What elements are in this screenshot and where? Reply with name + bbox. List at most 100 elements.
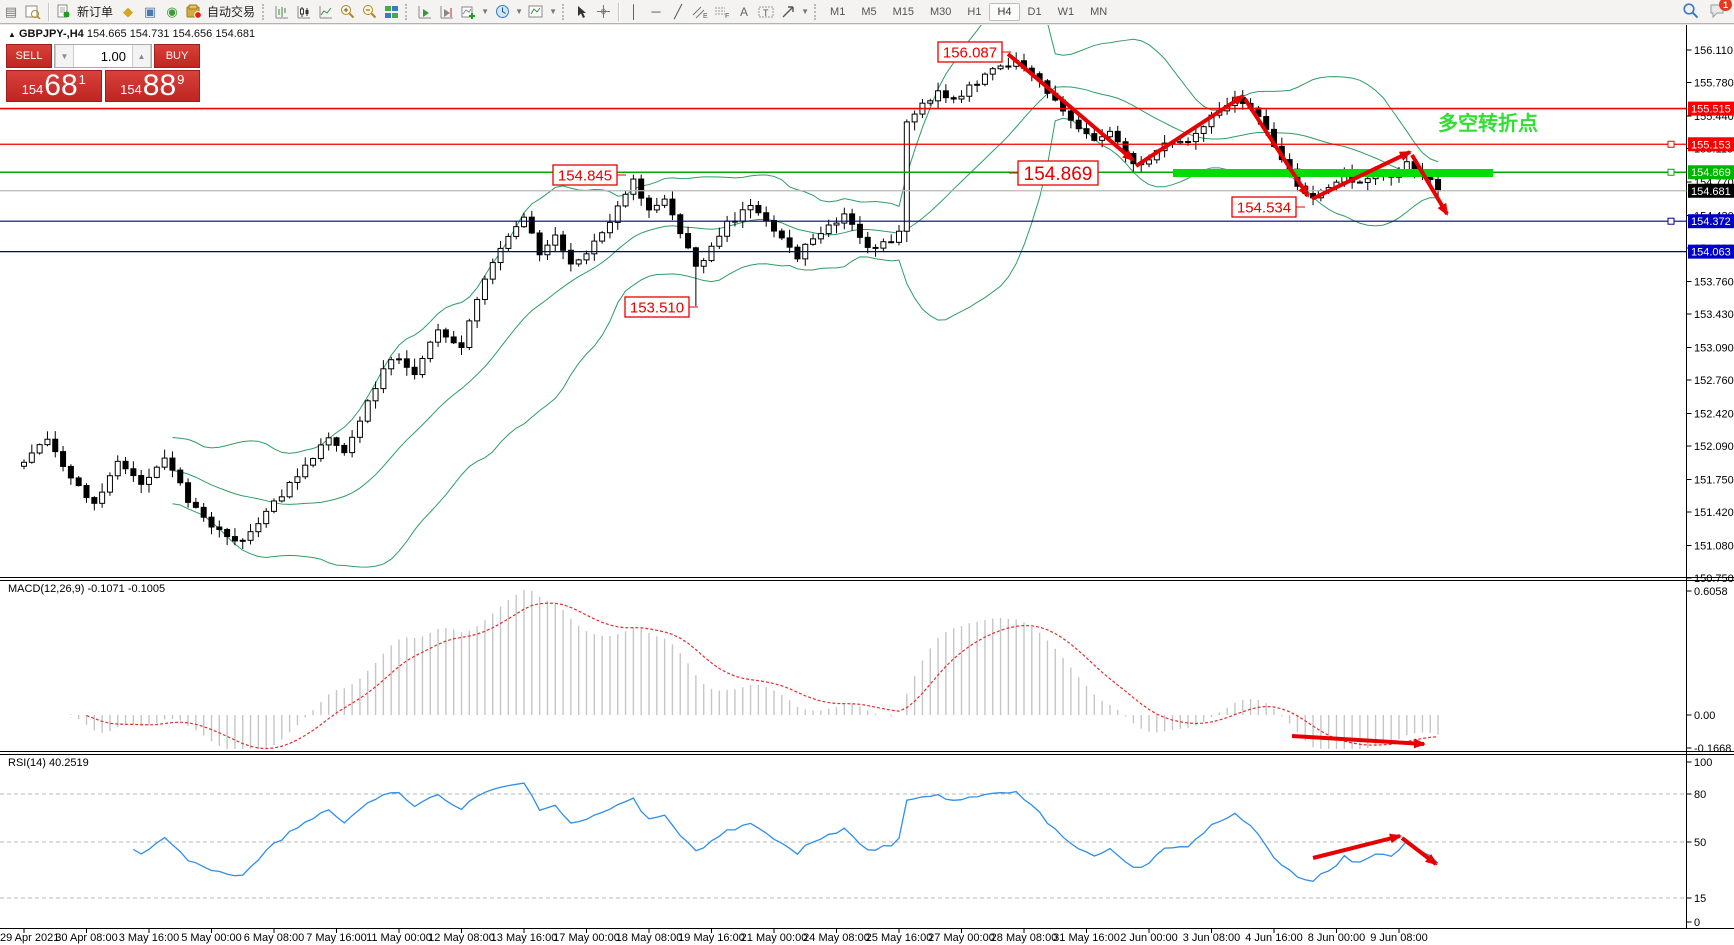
trend-arrow[interactable] [1410,153,1449,216]
price-label-156.087[interactable]: 156.087 [937,41,1011,63]
crosshair-icon[interactable] [593,2,613,21]
zoom-in-icon[interactable] [337,2,357,21]
rsi-arrow[interactable] [1312,833,1402,860]
bar-chart-icon[interactable] [271,2,291,21]
auto-scroll-icon[interactable] [414,2,434,21]
text-label-tool-icon[interactable]: T [756,2,776,21]
timeframe-H4[interactable]: H4 [989,2,1020,21]
price-badge-text: 155.515 [1691,104,1731,116]
timeframe-MN[interactable]: MN [1090,5,1108,18]
volume-up-button[interactable]: ▲ [132,45,151,67]
price-badge-text: 154.372 [1691,216,1731,228]
trend-arrow[interactable] [1243,97,1310,198]
volume-input[interactable]: 1.00 [100,48,126,64]
chart-shift-icon[interactable] [436,2,456,21]
market-watch-icon[interactable]: ▤ [4,3,18,19]
candle-body [833,222,840,226]
new-order-icon[interactable] [54,2,74,21]
price-label-154.845[interactable]: 154.845 [552,164,626,186]
channel-tool-icon[interactable]: E [690,2,710,21]
date-axis-label: 21 May 00:00 [741,932,808,944]
timeframe-D1[interactable]: D1 [1027,5,1042,18]
svg-text:E: E [703,13,708,19]
candle-body [411,366,418,376]
candle-body [536,232,543,256]
candle-body [1091,133,1098,141]
text-tool-icon[interactable]: A [740,4,749,19]
candle-body [661,198,668,206]
cursor-icon[interactable] [571,2,591,21]
sell-price-base: 154 [21,82,44,97]
tile-windows-icon[interactable] [381,2,401,21]
fibonacci-tool-icon[interactable]: F [712,2,732,21]
profiles-icon[interactable]: ◆ [123,3,134,19]
collapse-marker-icon[interactable]: ▲ [8,30,16,39]
line-chart-icon[interactable] [315,2,335,21]
templates-dropdown-icon[interactable]: ▼ [549,7,557,16]
candle-body [481,278,488,301]
candle-body [1435,179,1442,192]
sell-button[interactable]: SELL [6,44,52,68]
volume-down-button[interactable]: ▼ [55,45,74,67]
timeframe-H1[interactable]: H1 [967,5,982,18]
data-window-icon[interactable] [23,2,43,21]
timeframe-M30[interactable]: M30 [930,5,952,18]
autotrading-label[interactable]: 自动交易 [207,5,256,19]
candle-body [778,230,785,239]
candle-body [380,368,387,390]
indicators-icon[interactable] [458,2,478,21]
signals-icon[interactable]: ◉ [166,3,178,19]
support-band[interactable] [1173,169,1493,177]
macd-arrow[interactable] [1291,734,1426,749]
candle-body [583,253,590,261]
candle-body [763,212,770,222]
trend-arrow[interactable] [1006,52,1135,162]
periods-icon[interactable] [492,2,512,21]
candle-body [677,214,684,235]
price-label-154.869[interactable]: 154.869 [1009,160,1099,186]
price-label-153.510[interactable]: 153.510 [624,296,698,318]
candle-body [716,235,723,247]
trend-arrow[interactable] [1311,150,1412,201]
price-label-154.534[interactable]: 154.534 [1231,196,1305,218]
line-handle[interactable] [1667,217,1675,225]
hosting-icon[interactable]: ▣ [143,3,157,19]
candle-body [638,178,645,199]
autotrading-icon[interactable] [184,2,204,21]
candle-body [810,238,817,245]
templates-icon[interactable] [526,2,546,21]
date-axis-label: 27 May 00:00 [928,932,995,944]
search-icon[interactable] [1680,1,1700,20]
notifications-icon[interactable]: 1 [1707,0,1732,20]
candle-body [771,220,777,232]
candle-body [856,223,863,238]
timeframe-M5[interactable]: M5 [861,5,877,18]
indicators-dropdown-icon[interactable]: ▼ [481,7,489,16]
vertical-line-tool-icon[interactable]: │ [629,4,639,19]
candle-body [911,113,918,123]
candle-body [1356,181,1363,184]
arrows-dropdown-icon[interactable]: ▼ [801,7,809,16]
line-handle[interactable] [1667,140,1675,148]
horizontal-line-tool-icon[interactable]: ─ [651,4,661,19]
sell-price-button[interactable]: 154 68 1 [6,70,102,102]
buy-button[interactable]: BUY [154,44,200,68]
rsi-arrow[interactable] [1400,836,1438,866]
periods-dropdown-icon[interactable]: ▼ [515,7,523,16]
buy-price-button[interactable]: 154 88 9 [104,70,200,102]
new-order-label[interactable]: 新订单 [77,5,114,19]
timeframe-M15[interactable]: M15 [892,5,914,18]
trend-arrow[interactable] [1134,94,1245,168]
candlestick-chart-icon[interactable] [293,2,313,21]
price-axis-label: 153.430 [1694,309,1734,321]
line-handle[interactable] [1667,168,1675,176]
candle-body [231,536,238,542]
trendline-tool-icon[interactable]: ╱ [674,3,682,19]
timeframe-W1[interactable]: W1 [1057,5,1075,18]
price-axis-label: 155.780 [1694,78,1734,90]
candle-body [989,68,996,75]
zoom-out-icon[interactable] [359,2,379,21]
timeframe-M1[interactable]: M1 [830,5,846,18]
arrows-tool-icon[interactable] [778,2,798,21]
